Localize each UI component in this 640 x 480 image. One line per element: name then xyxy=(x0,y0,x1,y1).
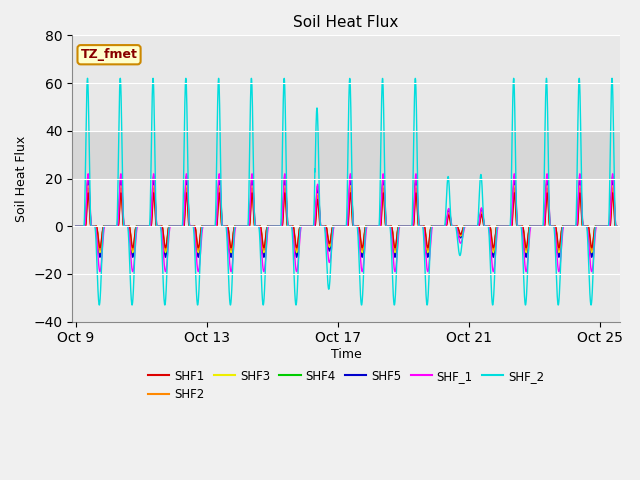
SHF3 xyxy=(575,188,583,193)
SHF3 xyxy=(72,223,79,229)
SHF3 xyxy=(390,243,397,249)
SHF4 xyxy=(600,223,607,229)
SHF_2 xyxy=(205,223,213,229)
SHF_1 xyxy=(575,176,583,181)
Line: SHF5: SHF5 xyxy=(76,181,616,257)
Title: Soil Heat Flux: Soil Heat Flux xyxy=(294,15,399,30)
Line: SHF3: SHF3 xyxy=(76,186,616,252)
SHF1 xyxy=(96,245,104,251)
Line: SHF1: SHF1 xyxy=(76,193,616,248)
SHF_2 xyxy=(72,223,79,229)
SHF2 xyxy=(612,223,620,229)
SHF_1 xyxy=(196,261,204,266)
SHF2 xyxy=(196,240,204,246)
SHF2 xyxy=(205,223,213,229)
SHF1 xyxy=(72,223,79,229)
SHF2 xyxy=(563,223,571,229)
X-axis label: Time: Time xyxy=(331,348,362,361)
SHF2 xyxy=(96,247,104,253)
SHF5 xyxy=(600,223,607,229)
SHF_1 xyxy=(390,262,397,268)
SHF_1 xyxy=(96,269,104,275)
SHF_1 xyxy=(72,223,79,229)
SHF5 xyxy=(563,223,571,229)
SHF4 xyxy=(96,252,104,258)
Bar xyxy=(72,131,620,179)
SHF4 xyxy=(205,223,213,229)
SHF4 xyxy=(196,243,204,249)
SHF1 xyxy=(609,190,616,196)
SHF5 xyxy=(612,223,620,229)
SHF4 xyxy=(575,178,583,184)
SHF4 xyxy=(612,223,620,229)
SHF4 xyxy=(72,223,79,229)
SHF2 xyxy=(390,241,397,247)
SHF3 xyxy=(96,250,104,255)
SHF1 xyxy=(600,223,607,229)
SHF_2 xyxy=(612,223,620,229)
SHF_2 xyxy=(608,75,616,81)
Line: SHF4: SHF4 xyxy=(76,176,616,255)
SHF_2 xyxy=(600,223,607,229)
SHF_2 xyxy=(196,271,204,276)
SHF3 xyxy=(612,223,620,229)
SHF5 xyxy=(96,254,104,260)
SHF3 xyxy=(600,223,607,229)
SHF_1 xyxy=(609,171,616,177)
SHF_1 xyxy=(612,223,620,229)
SHF5 xyxy=(72,223,79,229)
SHF1 xyxy=(612,223,620,229)
SHF4 xyxy=(390,245,397,251)
SHF5 xyxy=(575,183,583,189)
SHF4 xyxy=(563,223,571,229)
SHF_1 xyxy=(205,223,213,229)
SHF_2 xyxy=(390,299,397,305)
Line: SHF2: SHF2 xyxy=(76,188,616,250)
Line: SHF_1: SHF_1 xyxy=(76,174,616,272)
Y-axis label: Soil Heat Flux: Soil Heat Flux xyxy=(15,135,28,222)
SHF5 xyxy=(390,247,397,252)
SHF2 xyxy=(575,191,583,196)
SHF3 xyxy=(609,183,616,189)
SHF3 xyxy=(196,241,204,247)
SHF2 xyxy=(72,223,79,229)
SHF_2 xyxy=(563,223,571,229)
SHF1 xyxy=(196,238,204,244)
SHF1 xyxy=(205,223,213,229)
SHF_1 xyxy=(563,223,571,229)
SHF5 xyxy=(609,178,616,184)
SHF5 xyxy=(196,245,204,251)
SHF2 xyxy=(609,185,616,191)
SHF4 xyxy=(609,173,616,179)
SHF1 xyxy=(563,223,571,229)
SHF2 xyxy=(600,223,607,229)
Text: TZ_fmet: TZ_fmet xyxy=(81,48,138,61)
Legend: SHF1, SHF2, SHF3, SHF4, SHF5, SHF_1, SHF_2: SHF1, SHF2, SHF3, SHF4, SHF5, SHF_1, SHF… xyxy=(143,365,549,406)
Line: SHF_2: SHF_2 xyxy=(76,78,616,305)
SHF1 xyxy=(390,240,397,245)
SHF3 xyxy=(563,223,571,229)
SHF1 xyxy=(575,195,583,201)
SHF_2 xyxy=(575,75,583,81)
SHF5 xyxy=(205,223,213,229)
SHF_2 xyxy=(95,302,103,308)
SHF3 xyxy=(205,223,213,229)
SHF_1 xyxy=(600,223,607,229)
